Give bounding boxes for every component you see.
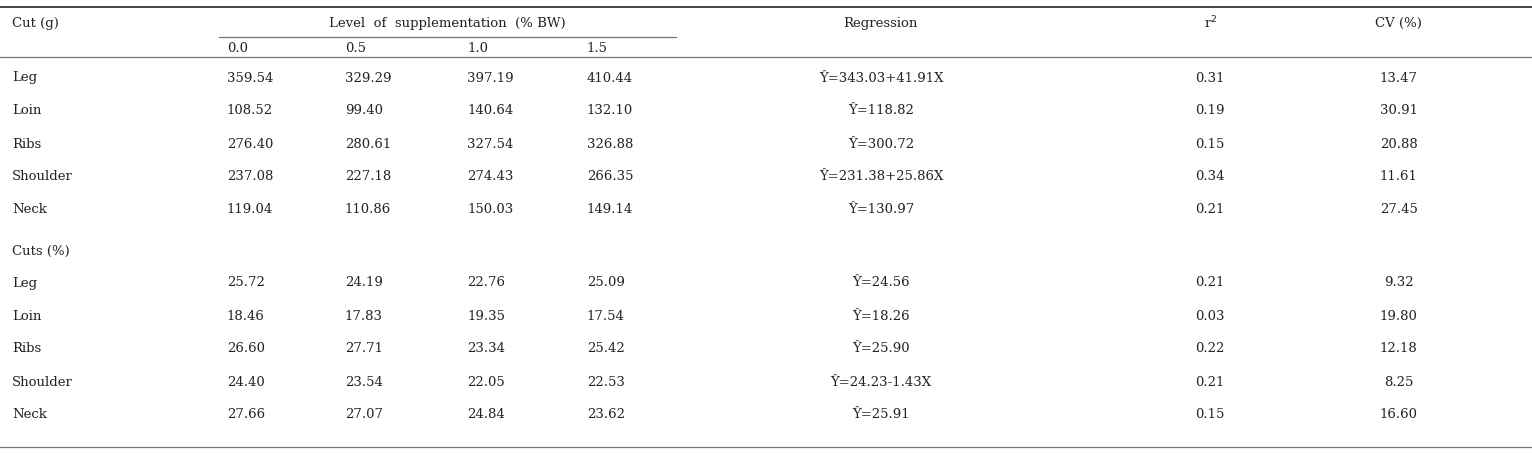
Text: 23.54: 23.54 <box>345 374 383 388</box>
Text: 27.66: 27.66 <box>227 408 265 420</box>
Text: Shoulder: Shoulder <box>12 170 74 183</box>
Text: 24.40: 24.40 <box>227 374 265 388</box>
Text: Ŷ=24.56: Ŷ=24.56 <box>852 276 910 289</box>
Text: Ribs: Ribs <box>12 137 41 150</box>
Text: 397.19: 397.19 <box>467 71 513 84</box>
Text: 0.22: 0.22 <box>1195 342 1226 355</box>
Text: 140.64: 140.64 <box>467 104 513 117</box>
Text: 27.45: 27.45 <box>1380 203 1417 216</box>
Text: 150.03: 150.03 <box>467 203 513 216</box>
Text: 17.54: 17.54 <box>587 309 625 322</box>
Text: 1.0: 1.0 <box>467 41 489 55</box>
Text: 108.52: 108.52 <box>227 104 273 117</box>
Text: r$^{2}$: r$^{2}$ <box>1204 15 1216 31</box>
Text: 119.04: 119.04 <box>227 203 273 216</box>
Text: Regression: Regression <box>844 16 918 30</box>
Text: 0.21: 0.21 <box>1195 203 1226 216</box>
Text: 0.21: 0.21 <box>1195 374 1226 388</box>
Text: 359.54: 359.54 <box>227 71 273 84</box>
Text: 19.35: 19.35 <box>467 309 506 322</box>
Text: 326.88: 326.88 <box>587 137 633 150</box>
Text: Leg: Leg <box>12 71 37 84</box>
Text: 227.18: 227.18 <box>345 170 391 183</box>
Text: Loin: Loin <box>12 309 41 322</box>
Text: 25.72: 25.72 <box>227 276 265 289</box>
Text: 22.53: 22.53 <box>587 374 625 388</box>
Text: 18.46: 18.46 <box>227 309 265 322</box>
Text: 99.40: 99.40 <box>345 104 383 117</box>
Text: 237.08: 237.08 <box>227 170 273 183</box>
Text: 13.47: 13.47 <box>1380 71 1417 84</box>
Text: 0.15: 0.15 <box>1195 408 1226 420</box>
Text: Ŷ=118.82: Ŷ=118.82 <box>849 104 913 117</box>
Text: Leg: Leg <box>12 276 37 289</box>
Text: 149.14: 149.14 <box>587 203 633 216</box>
Text: 19.80: 19.80 <box>1380 309 1417 322</box>
Text: 23.34: 23.34 <box>467 342 506 355</box>
Text: 27.71: 27.71 <box>345 342 383 355</box>
Text: 0.21: 0.21 <box>1195 276 1226 289</box>
Text: 27.07: 27.07 <box>345 408 383 420</box>
Text: 280.61: 280.61 <box>345 137 391 150</box>
Text: 110.86: 110.86 <box>345 203 391 216</box>
Text: Ŷ=18.26: Ŷ=18.26 <box>852 309 910 322</box>
Text: 8.25: 8.25 <box>1383 374 1414 388</box>
Text: 12.18: 12.18 <box>1380 342 1417 355</box>
Text: Neck: Neck <box>12 408 47 420</box>
Text: 22.76: 22.76 <box>467 276 506 289</box>
Text: 0.15: 0.15 <box>1195 137 1226 150</box>
Text: 23.62: 23.62 <box>587 408 625 420</box>
Text: Ŷ=24.23-1.43X: Ŷ=24.23-1.43X <box>830 374 931 388</box>
Text: Ŷ=231.38+25.86X: Ŷ=231.38+25.86X <box>818 170 944 183</box>
Text: Cut (g): Cut (g) <box>12 16 60 30</box>
Text: 410.44: 410.44 <box>587 71 633 84</box>
Text: 24.19: 24.19 <box>345 276 383 289</box>
Text: 16.60: 16.60 <box>1380 408 1417 420</box>
Text: 266.35: 266.35 <box>587 170 633 183</box>
Text: Level  of  supplementation  (% BW): Level of supplementation (% BW) <box>329 16 565 30</box>
Text: 274.43: 274.43 <box>467 170 513 183</box>
Text: Ŷ=343.03+41.91X: Ŷ=343.03+41.91X <box>818 71 944 84</box>
Text: 0.34: 0.34 <box>1195 170 1226 183</box>
Text: 0.0: 0.0 <box>227 41 248 55</box>
Text: Cuts (%): Cuts (%) <box>12 244 70 257</box>
Text: Loin: Loin <box>12 104 41 117</box>
Text: 0.5: 0.5 <box>345 41 366 55</box>
Text: 25.09: 25.09 <box>587 276 625 289</box>
Text: 11.61: 11.61 <box>1380 170 1417 183</box>
Text: Shoulder: Shoulder <box>12 374 74 388</box>
Text: 20.88: 20.88 <box>1380 137 1417 150</box>
Text: Ŷ=130.97: Ŷ=130.97 <box>847 203 915 216</box>
Text: Ŷ=300.72: Ŷ=300.72 <box>847 137 915 150</box>
Text: 329.29: 329.29 <box>345 71 391 84</box>
Text: 276.40: 276.40 <box>227 137 273 150</box>
Text: 9.32: 9.32 <box>1383 276 1414 289</box>
Text: 30.91: 30.91 <box>1380 104 1417 117</box>
Text: 132.10: 132.10 <box>587 104 633 117</box>
Text: 17.83: 17.83 <box>345 309 383 322</box>
Text: Ŷ=25.90: Ŷ=25.90 <box>852 342 910 355</box>
Text: 1.5: 1.5 <box>587 41 608 55</box>
Text: Ribs: Ribs <box>12 342 41 355</box>
Text: 25.42: 25.42 <box>587 342 625 355</box>
Text: 327.54: 327.54 <box>467 137 513 150</box>
Text: Ŷ=25.91: Ŷ=25.91 <box>852 408 910 420</box>
Text: 0.31: 0.31 <box>1195 71 1226 84</box>
Text: 24.84: 24.84 <box>467 408 506 420</box>
Text: CV (%): CV (%) <box>1376 16 1422 30</box>
Text: 26.60: 26.60 <box>227 342 265 355</box>
Text: 0.03: 0.03 <box>1195 309 1226 322</box>
Text: Neck: Neck <box>12 203 47 216</box>
Text: 0.19: 0.19 <box>1195 104 1226 117</box>
Text: 22.05: 22.05 <box>467 374 506 388</box>
